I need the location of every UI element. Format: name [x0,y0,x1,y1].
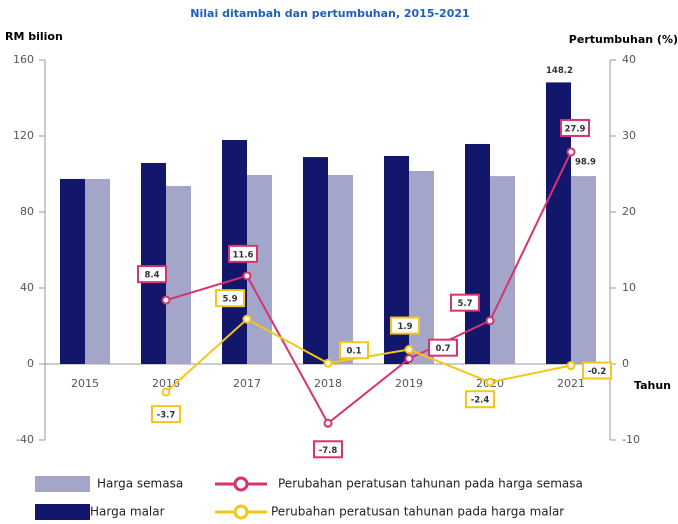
point-label: 1.9 [397,322,412,332]
point-label: 0.1 [346,347,361,357]
legend-label: Perubahan peratusan tahunan pada harga s… [278,477,583,491]
bar [571,176,596,364]
legend-swatch [233,476,249,492]
point-label: -0.2 [588,367,607,377]
point [566,147,576,157]
label-box [228,244,258,263]
label-box [137,265,167,284]
label-box [465,390,495,409]
label-box [582,361,612,380]
y-axis-title: RM bilion [5,30,63,43]
y-tick-label: 120 [13,129,34,142]
legend-label: Harga malar [90,505,165,519]
point [161,295,171,305]
y2-tick-label: -10 [622,433,640,446]
label-box [151,405,181,424]
point [242,271,252,281]
y-tick-label: 0 [27,357,34,370]
x-tick-label: 2018 [314,377,342,390]
point-label: -2.4 [471,396,490,406]
legend-swatch [35,504,90,520]
x-axis-title: Tahun [634,379,671,392]
point [323,418,333,428]
point [566,361,576,371]
bar [60,178,85,364]
point [242,314,252,324]
point [161,387,171,397]
bar [141,162,166,364]
label-box [450,293,480,312]
y2-tick-label: 30 [622,129,636,142]
point [323,358,333,368]
bar [328,174,353,364]
label-box [390,316,420,335]
x-tick-label: 2019 [395,377,423,390]
point-label: -7.8 [319,446,338,456]
point-label: 5.7 [457,299,472,309]
bar [490,176,515,364]
y2-tick-label: 0 [622,357,629,370]
y2-tick-label: 10 [622,281,636,294]
x-tick-label: 2021 [557,377,585,390]
legend-label: Harga semasa [97,477,183,491]
line [165,151,572,425]
point [485,377,495,387]
point-label: 8.4 [144,271,159,281]
point-label: -3.7 [157,411,176,421]
y-tick-label: 80 [20,205,34,218]
bar [85,178,110,364]
x-tick-label: 2017 [233,377,261,390]
y2-axis-title: Pertumbuhan (%) [569,33,678,46]
label-box [560,118,590,137]
chart-title: Nilai ditambah dan pertumbuhan, 2015-202… [190,7,469,20]
y-tick-label: -40 [16,433,34,446]
bar [247,174,272,364]
point-label: 11.6 [233,250,254,260]
y-tick-label: 160 [13,53,34,66]
y2-tick-label: 40 [622,53,636,66]
x-tick-label: 2015 [71,377,99,390]
legend-swatch [35,476,90,492]
bar [303,157,328,364]
label-box [313,440,343,459]
label-box [339,341,369,360]
label-box [428,338,458,357]
point [404,354,414,364]
point-label: 0.7 [435,344,450,354]
point-label: 5.9 [222,295,237,305]
bar-label: 98.9 [575,158,596,168]
point [404,345,414,355]
point-label: 27.9 [565,124,586,134]
bar [409,170,434,364]
point [485,316,495,326]
legend-swatch [233,504,249,520]
y-tick-label: 40 [20,281,34,294]
bar [166,185,191,364]
label-box [215,289,245,308]
bar-label: 148.2 [546,66,573,76]
legend-label: Perubahan peratusan tahunan pada harga m… [271,505,564,519]
y2-tick-label: 20 [622,205,636,218]
